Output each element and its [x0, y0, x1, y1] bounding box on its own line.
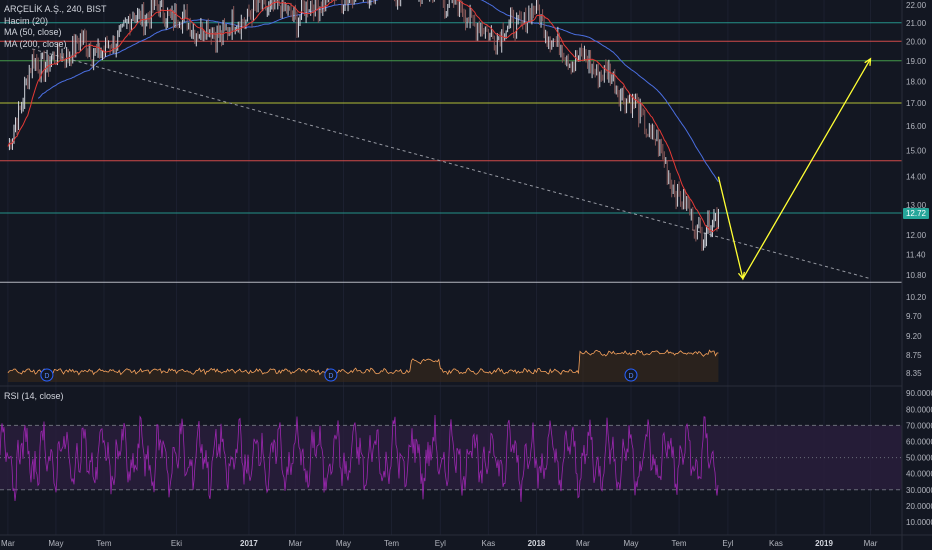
volume-indicator-label[interactable]: Hacim (20): [4, 15, 49, 26]
ma50-indicator-label[interactable]: MA (50, close): [4, 27, 62, 37]
trendline[interactable]: [32, 48, 871, 280]
dividend-marker-label: D: [328, 373, 333, 380]
price-tick-label-3: 19.00: [906, 57, 927, 66]
time-tick-label-15: Kas: [769, 539, 783, 548]
projection-arrows[interactable]: [717, 57, 872, 281]
rsi-tick-label-7: 20.0000: [906, 502, 932, 511]
rsi-tick-label-3: 60.0000: [906, 437, 932, 446]
dividend-marker-label: D: [628, 373, 633, 380]
price-tick-label-17: 8.35: [906, 369, 922, 378]
time-tick-label-4: 2017: [240, 539, 258, 548]
rsi-tick-label-6: 30.0000: [906, 486, 932, 495]
time-tick-label-12: May: [623, 539, 638, 548]
price-tick-label-1: 21.00: [906, 19, 927, 28]
time-tick-label-13: Tem: [671, 539, 686, 548]
time-tick-label-8: Eyl: [435, 539, 446, 548]
chart-legend: ARÇELİK A.Ş., 240, BIST Hacim (20) MA (5…: [4, 4, 107, 50]
current-price-badge: 12.72: [903, 208, 929, 219]
time-tick-label-7: Tem: [384, 539, 399, 548]
price-tick-label-8: 14.00: [906, 173, 927, 182]
price-tick-label-14: 9.70: [906, 312, 922, 321]
price-tick-label-11: 11.40: [906, 251, 926, 260]
time-tick-label-6: May: [336, 539, 351, 548]
ma50-path: [7, 0, 719, 233]
time-tick-label-1: May: [48, 539, 63, 548]
time-axis[interactable]: Mar May Tem Eki 2017 Mar May Tem Eyl Kas 2018 Mar Ma…: [1, 539, 878, 548]
price-tick-label-2: 20.00: [906, 37, 927, 46]
price-candles: [8, 0, 719, 252]
arrow-head-up[interactable]: [864, 57, 872, 66]
horizontal-levels[interactable]: [0, 22, 902, 283]
time-tick-label-3: Eki: [171, 539, 182, 548]
ma200-path: [37, 0, 719, 183]
rsi-tick-label-8: 10.0000: [906, 518, 932, 527]
ma200-line: [37, 0, 719, 183]
price-tick-label-16: 8.75: [906, 351, 922, 360]
price-tick-label-9: 13.00: [906, 201, 927, 210]
rsi-band: [0, 425, 902, 490]
ma200-indicator-label[interactable]: MA (200, close): [4, 38, 67, 49]
dividend-marker-label: D: [44, 373, 49, 380]
dashed-trendline[interactable]: [32, 48, 871, 280]
ma50-line: [7, 0, 719, 233]
price-axis[interactable]: 22.00 21.00 20.00 19.00 18.00 17.00 16.00 15.00…: [906, 1, 927, 378]
price-tick-label-5: 17.00: [906, 99, 927, 108]
rsi-tick-label-0: 90.0000: [906, 389, 932, 398]
dividend-marker[interactable]: [624, 368, 638, 382]
dividend-marker[interactable]: [40, 368, 54, 382]
price-tick-label-0: 22.00: [906, 1, 927, 10]
time-tick-label-16: 2019: [815, 539, 833, 548]
volume-pane: [7, 349, 719, 382]
price-tick-label-6: 16.00: [906, 122, 927, 131]
rsi-indicator-label[interactable]: RSI (14, close): [4, 391, 64, 401]
rsi-axis[interactable]: 90.0000 80.0000 70.0000 60.0000 50.0000 40.00…: [906, 389, 932, 527]
price-tick-label-13: 10.20: [906, 293, 927, 302]
time-tick-label-5: Mar: [289, 539, 303, 548]
volume-line: [7, 349, 719, 376]
time-tick-label-0: Mar: [1, 539, 15, 548]
arrow-head-down[interactable]: [737, 271, 745, 281]
price-tick-label-10: 12.00: [906, 231, 927, 240]
time-tick-label-2: Tem: [96, 539, 111, 548]
price-tick-label-15: 9.20: [906, 332, 922, 341]
price-tick-label-7: 15.00: [906, 146, 927, 155]
volume-area: [7, 350, 719, 382]
symbol-title[interactable]: ARÇELİK A.Ş., 240, BIST: [4, 4, 107, 14]
time-tick-label-14: Eyl: [722, 539, 733, 548]
rsi-tick-label-5: 40.0000: [906, 470, 932, 479]
time-tick-label-11: Mar: [576, 539, 590, 548]
dividend-marker[interactable]: [324, 368, 338, 382]
rsi-tick-label-2: 70.0000: [906, 421, 932, 430]
time-tick-label-17: Mar: [864, 539, 878, 548]
time-tick-label-9: Kas: [482, 539, 496, 548]
time-tick-label-10: 2018: [528, 539, 546, 548]
price-tick-label-12: 10.80: [906, 271, 927, 280]
rsi-line: [0, 414, 719, 502]
rsi-tick-label-1: 80.0000: [906, 405, 932, 414]
rsi-tick-label-4: 50.0000: [906, 454, 932, 463]
rsi-pane: [0, 414, 902, 502]
price-tick-label-4: 18.00: [906, 77, 927, 86]
